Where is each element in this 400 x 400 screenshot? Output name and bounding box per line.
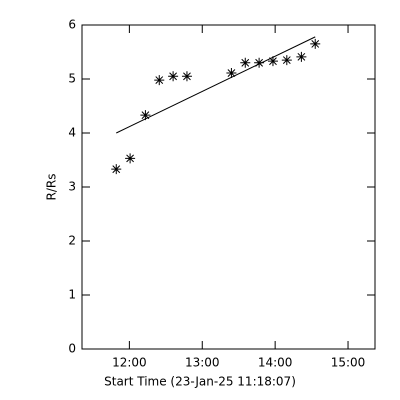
y-axis-label: R/Rs (45, 174, 59, 201)
data-point (168, 71, 179, 82)
data-point (226, 68, 237, 79)
y-tick-label: 6 (68, 18, 76, 32)
data-point (281, 55, 292, 66)
x-axis-label: Start Time (23-Jan-25 11:18:07) (104, 375, 296, 389)
y-tick-label: 2 (68, 234, 76, 248)
data-point (254, 57, 265, 68)
y-tick-label: 3 (68, 180, 76, 194)
data-point (181, 71, 192, 82)
y-tick-label: 1 (68, 288, 76, 302)
y-tick-label: 0 (68, 342, 76, 356)
data-point (296, 51, 307, 62)
x-tick-label: 12:00 (112, 356, 147, 370)
data-point (140, 110, 151, 121)
x-tick-label: 15:00 (331, 356, 366, 370)
data-point (267, 56, 278, 67)
data-point (310, 38, 321, 49)
x-tick-label: 13:00 (185, 356, 220, 370)
x-tick-label: 14:00 (258, 356, 293, 370)
data-point (240, 57, 251, 68)
fit-line (116, 36, 316, 134)
y-tick-label: 4 (68, 126, 76, 140)
plot-frame (81, 24, 376, 350)
y-tick-label: 5 (68, 72, 76, 86)
data-point (125, 153, 136, 164)
data-point (111, 164, 122, 175)
data-point (154, 75, 165, 86)
